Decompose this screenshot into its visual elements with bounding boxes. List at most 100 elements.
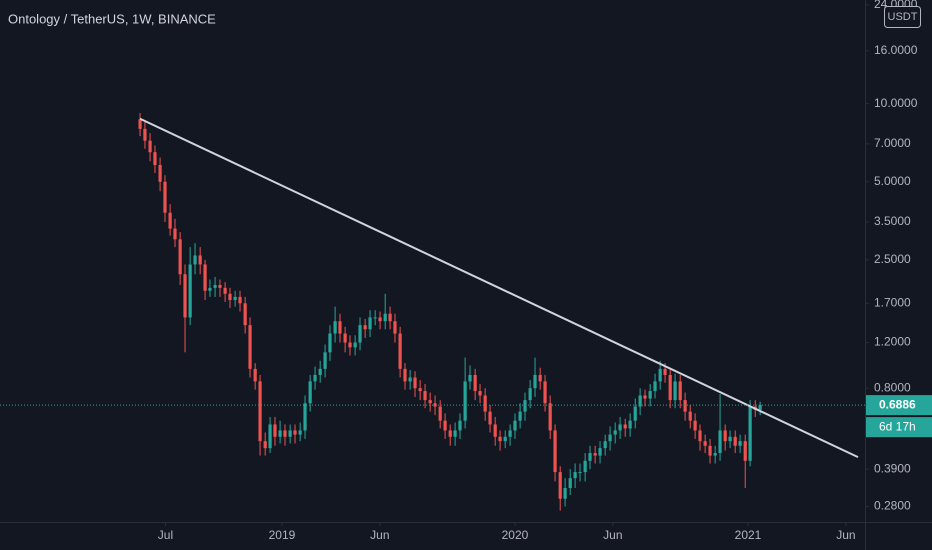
candle-body (673, 381, 677, 401)
candle-body (643, 395, 647, 399)
y-tick-label: 10.0000 (874, 96, 918, 110)
candle-body (523, 400, 527, 412)
candle-body (738, 441, 742, 446)
x-tick-label: 2019 (269, 528, 296, 542)
candle-body (393, 321, 397, 334)
candle-body (313, 374, 317, 382)
candle-body (378, 317, 382, 322)
candle-body (218, 284, 222, 288)
candle-body (533, 374, 537, 389)
candle-body (158, 165, 162, 182)
y-tick-label: 0.2800 (874, 499, 911, 513)
candle-body (168, 212, 172, 229)
candle-body (463, 381, 467, 421)
candle-body (203, 264, 207, 291)
candle-body (718, 430, 722, 454)
candle-body (608, 434, 612, 442)
y-tick-label: 5.0000 (874, 174, 911, 188)
chart-title: Ontology / TetherUS, 1W, BINANCE (8, 11, 216, 26)
candle-body (428, 400, 432, 404)
candle-body (438, 406, 442, 421)
candle-body (638, 395, 642, 407)
candle-body (678, 381, 682, 401)
candle-body (448, 430, 452, 437)
candle-body (453, 430, 457, 437)
candle-body (178, 239, 182, 275)
candle-body (183, 274, 187, 318)
candle-body (603, 441, 607, 449)
plot (138, 113, 859, 511)
candle-body (743, 441, 747, 461)
candle-body (723, 430, 727, 442)
candle-body (548, 403, 552, 431)
candle-body (758, 405, 762, 410)
candle-body (343, 333, 347, 343)
candle-body (528, 388, 532, 401)
candle-body (353, 342, 357, 348)
candle-body (228, 293, 232, 301)
candle-body (653, 381, 657, 392)
candle-body (663, 368, 667, 375)
x-tick-label: 2020 (502, 528, 529, 542)
last-price-label: 0.6886 (879, 397, 916, 411)
candle-body (258, 381, 262, 442)
candle-body (503, 436, 507, 442)
x-tick-label: Jun (370, 528, 389, 542)
candle-body (143, 128, 147, 141)
candle-body (733, 436, 737, 446)
candle-body (553, 430, 557, 473)
countdown-label: 6d 17h (879, 419, 916, 433)
candle-body (538, 374, 542, 382)
candle-body (478, 391, 482, 396)
candle-body (148, 140, 152, 153)
candle-body (748, 406, 752, 461)
candle-body (323, 352, 327, 369)
x-tick-label: Jun (836, 528, 855, 542)
candle-body (708, 445, 712, 456)
candle-body (273, 424, 277, 437)
candle-body (593, 453, 597, 456)
candle-body (363, 325, 367, 330)
candle-body (153, 152, 157, 166)
x-tick-label: Jun (603, 528, 622, 542)
candle-body (288, 430, 292, 437)
candle-body (308, 381, 312, 404)
candle-body (253, 368, 257, 382)
candle-body (418, 388, 422, 392)
candle-body (563, 487, 567, 499)
candle-body (598, 448, 602, 456)
candle-body (588, 453, 592, 461)
candle-body (278, 430, 282, 437)
candle-body (388, 313, 392, 322)
candle-body (173, 228, 177, 240)
candle-body (573, 472, 577, 479)
candle-body (493, 424, 497, 437)
candle-body (268, 424, 272, 449)
candle-body (293, 430, 297, 435)
candle-body (543, 381, 547, 404)
candle-body (188, 264, 192, 318)
candle-body (223, 287, 227, 294)
currency-label: USDT (888, 11, 918, 23)
candle-body (468, 374, 472, 382)
last-price-box (866, 395, 932, 416)
candle-body (513, 420, 517, 431)
y-tick-label: 0.8000 (874, 380, 911, 394)
y-tick-label: 0.3900 (874, 461, 911, 475)
candle-body (703, 441, 707, 446)
candle-body (648, 391, 652, 399)
candle-body (728, 436, 732, 442)
currency-box (884, 6, 921, 28)
candle-body (583, 460, 587, 473)
trend-line (139, 117, 859, 459)
candle-body (248, 325, 252, 369)
candle-body (138, 119, 142, 129)
candle-body (358, 325, 362, 343)
candle-body (263, 441, 267, 449)
candle-body (613, 430, 617, 435)
candle-body (163, 181, 167, 213)
x-tick-label: 2021 (735, 528, 762, 542)
candle-body (328, 333, 332, 353)
candle-body (233, 296, 237, 301)
